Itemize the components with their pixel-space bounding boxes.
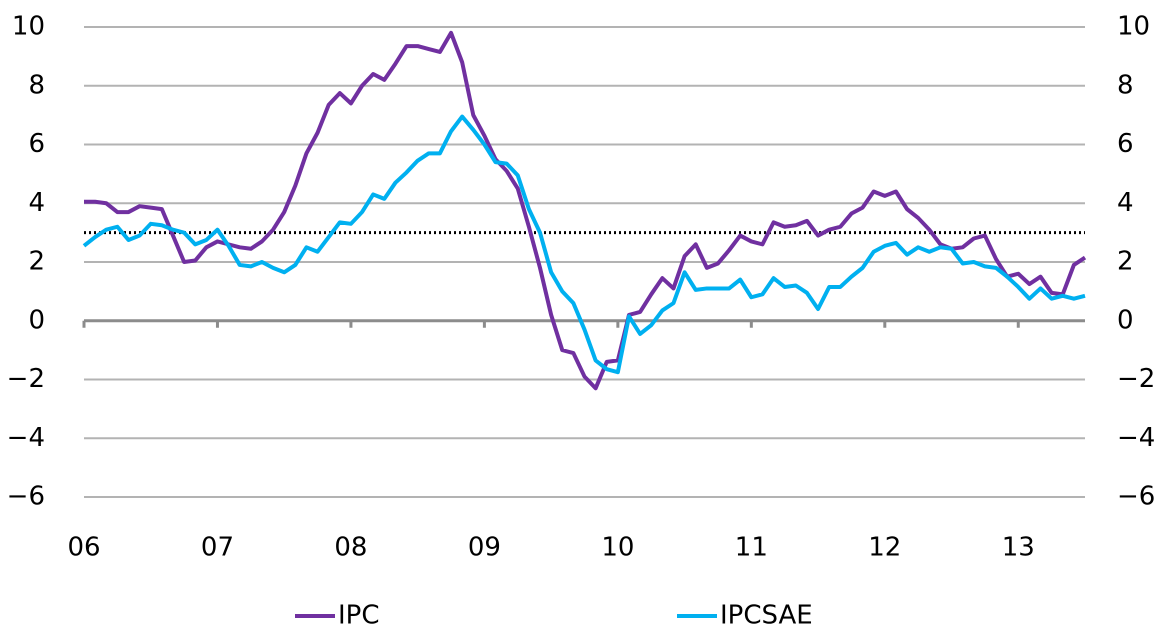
y2-tick-label: 8 <box>1117 70 1134 100</box>
y-tick-label: −4 <box>7 423 45 453</box>
line-series <box>82 114 1086 375</box>
y-tick-label: 10 <box>12 12 45 42</box>
y2-tick-label: −4 <box>1117 423 1155 453</box>
y2-tick-label: 6 <box>1117 129 1134 159</box>
legend-label: IPC <box>338 601 380 631</box>
legend-label: IPCSAE <box>720 601 813 631</box>
y2-tick-label: 0 <box>1117 305 1134 335</box>
y-tick-label: 6 <box>28 129 45 159</box>
y2-tick-label: 4 <box>1117 188 1134 218</box>
y-tick-label: 0 <box>28 305 45 335</box>
y-tick-label: −2 <box>7 364 45 394</box>
x-tick-label: 13 <box>1002 533 1035 563</box>
y-tick-label: 2 <box>28 247 45 277</box>
x-tick-label: 06 <box>67 533 100 563</box>
y-tick-label: 4 <box>28 188 45 218</box>
y2-tick-label: 2 <box>1117 247 1134 277</box>
x-tick-label: 10 <box>601 533 634 563</box>
y2-tick-label: −2 <box>1117 364 1155 394</box>
x-tick-label: 08 <box>334 533 367 563</box>
y-tick-label: 8 <box>28 70 45 100</box>
x-tick-label: 12 <box>868 533 901 563</box>
x-tick-label: 11 <box>735 533 768 563</box>
y-tick-label: −6 <box>7 482 45 512</box>
x-tick-label: 09 <box>468 533 501 563</box>
y2-tick-label: −6 <box>1117 482 1155 512</box>
line-series <box>84 30 1087 391</box>
x-tick-label: 07 <box>201 533 234 563</box>
y2-tick-label: 10 <box>1117 12 1150 42</box>
